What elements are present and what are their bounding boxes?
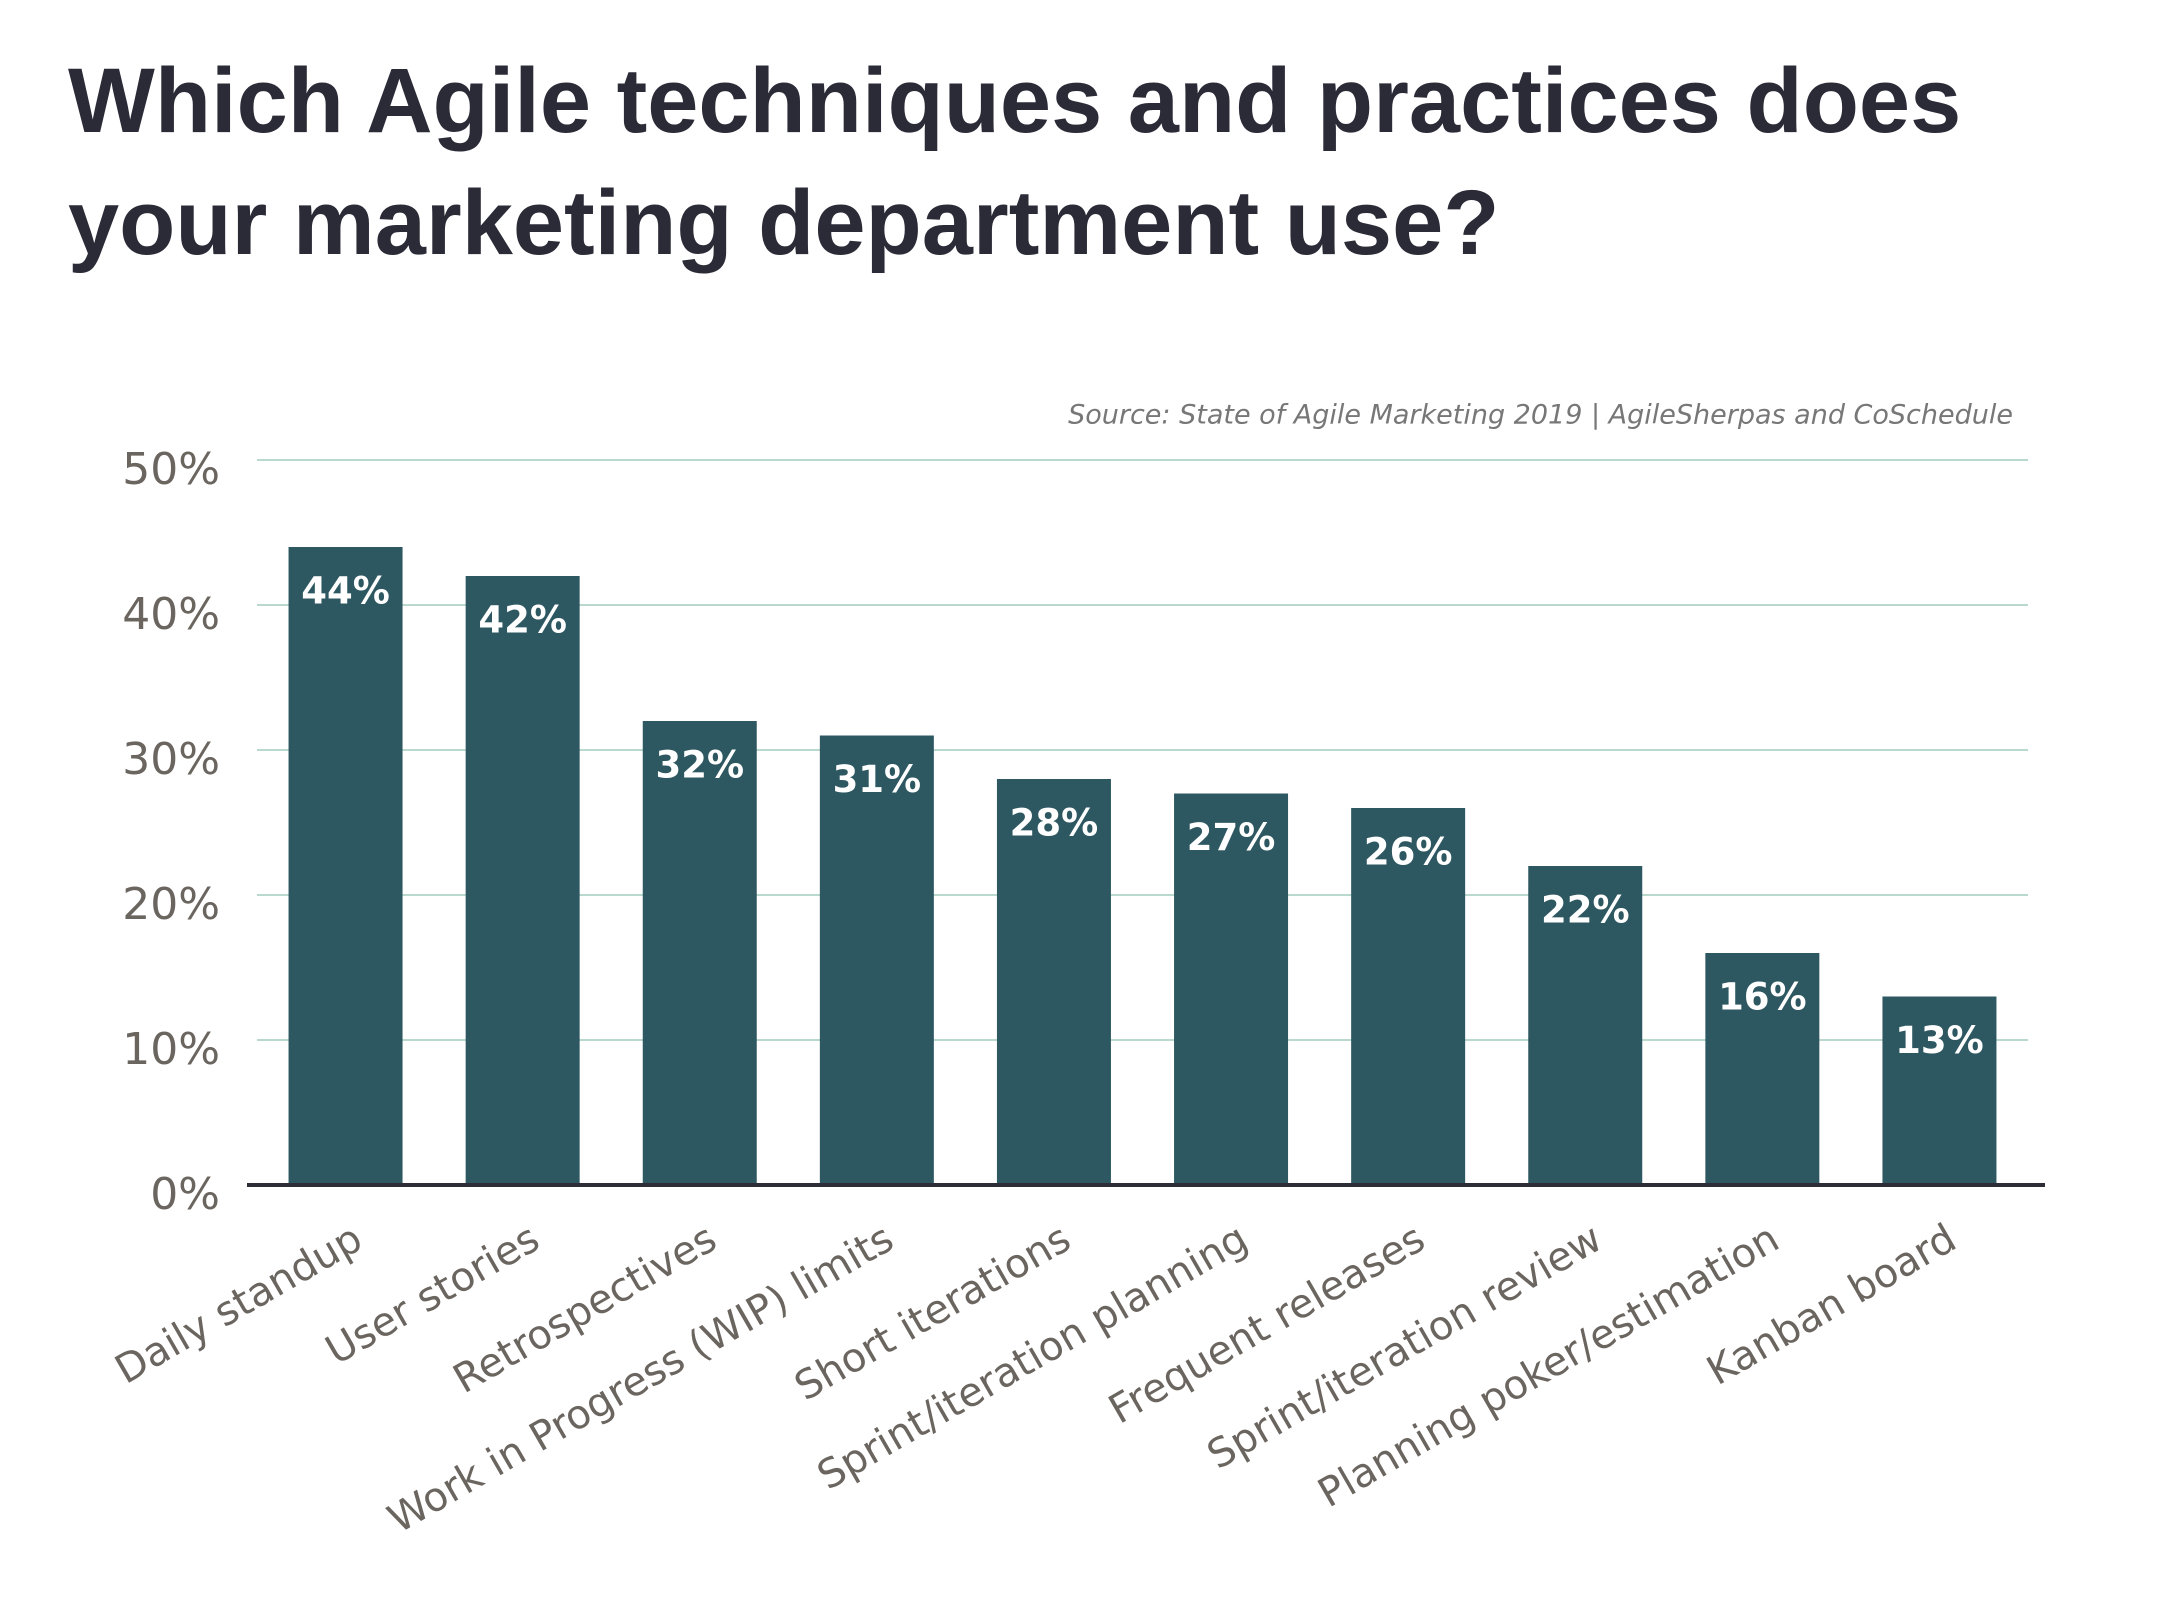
- chart-title: Which Agile techniques and practices doe…: [68, 50, 1962, 274]
- value-label: 16%: [1718, 976, 1807, 1019]
- bar: [1705, 953, 1820, 1185]
- bar: [1174, 793, 1289, 1185]
- y-tick-label: 40%: [122, 589, 220, 640]
- x-tick-label: Daily standup: [108, 1215, 370, 1393]
- bar: [288, 547, 403, 1185]
- value-label: 44%: [301, 570, 390, 613]
- value-label: 13%: [1895, 1019, 1984, 1062]
- bar: [819, 735, 934, 1185]
- value-label: 27%: [1187, 816, 1276, 859]
- value-label: 32%: [655, 744, 744, 787]
- y-tick-label: 50%: [122, 444, 220, 495]
- value-label: 31%: [833, 758, 922, 801]
- source-note: Source: State of Agile Marketing 2019 | …: [1068, 400, 2013, 431]
- y-tick-label: 30%: [122, 734, 220, 785]
- y-tick-label: 0%: [150, 1169, 220, 1220]
- value-label: 26%: [1364, 831, 1453, 874]
- bar: [1351, 808, 1466, 1185]
- value-label: 22%: [1541, 889, 1630, 932]
- bar: [642, 721, 757, 1185]
- value-label: 42%: [478, 599, 567, 642]
- bar: [996, 779, 1111, 1185]
- y-tick-label: 10%: [122, 1024, 220, 1075]
- y-tick-label: 20%: [122, 879, 220, 930]
- value-label: 28%: [1010, 802, 1099, 845]
- bar: [1882, 996, 1997, 1185]
- bar: [465, 576, 580, 1185]
- bar: [1528, 866, 1643, 1185]
